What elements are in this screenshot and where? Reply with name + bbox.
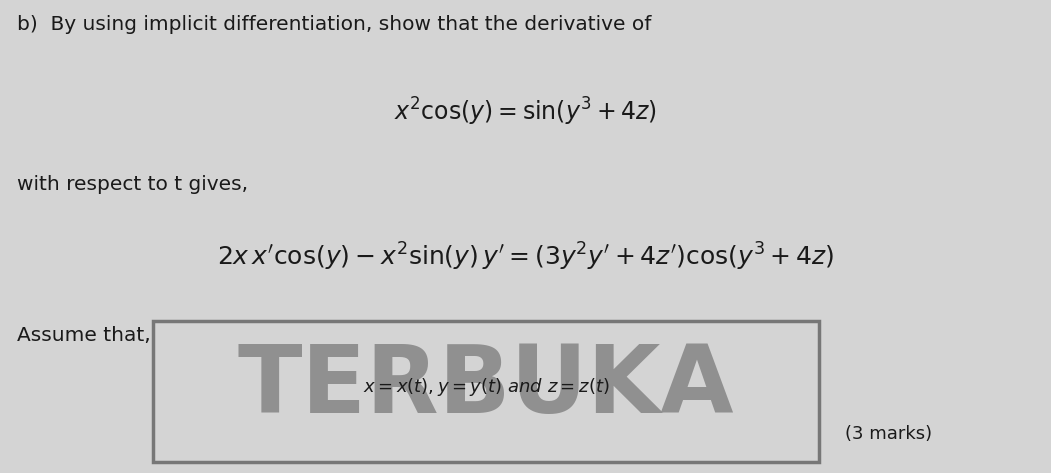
Text: (3 marks): (3 marks) [845,425,932,443]
Text: Assume that,: Assume that, [17,326,151,345]
Text: with respect to t gives,: with respect to t gives, [17,175,248,194]
Text: $x^2 \cos(y) = \sin(y^3 + 4z)$: $x^2 \cos(y) = \sin(y^3 + 4z)$ [394,96,657,128]
Text: $2x\, x' \cos(y) - x^2 \sin(y)\, y' = (3y^2 y' + 4z')\cos(y^3 + 4z)$: $2x\, x' \cos(y) - x^2 \sin(y)\, y' = (3… [217,241,834,273]
Text: TERBUKA: TERBUKA [238,341,735,433]
FancyBboxPatch shape [153,321,819,462]
Text: $x = x(t), y = y(t)$ and $z = z(t)$: $x = x(t), y = y(t)$ and $z = z(t)$ [363,376,610,398]
Text: b)  By using implicit differentiation, show that the derivative of: b) By using implicit differentiation, sh… [17,16,652,35]
